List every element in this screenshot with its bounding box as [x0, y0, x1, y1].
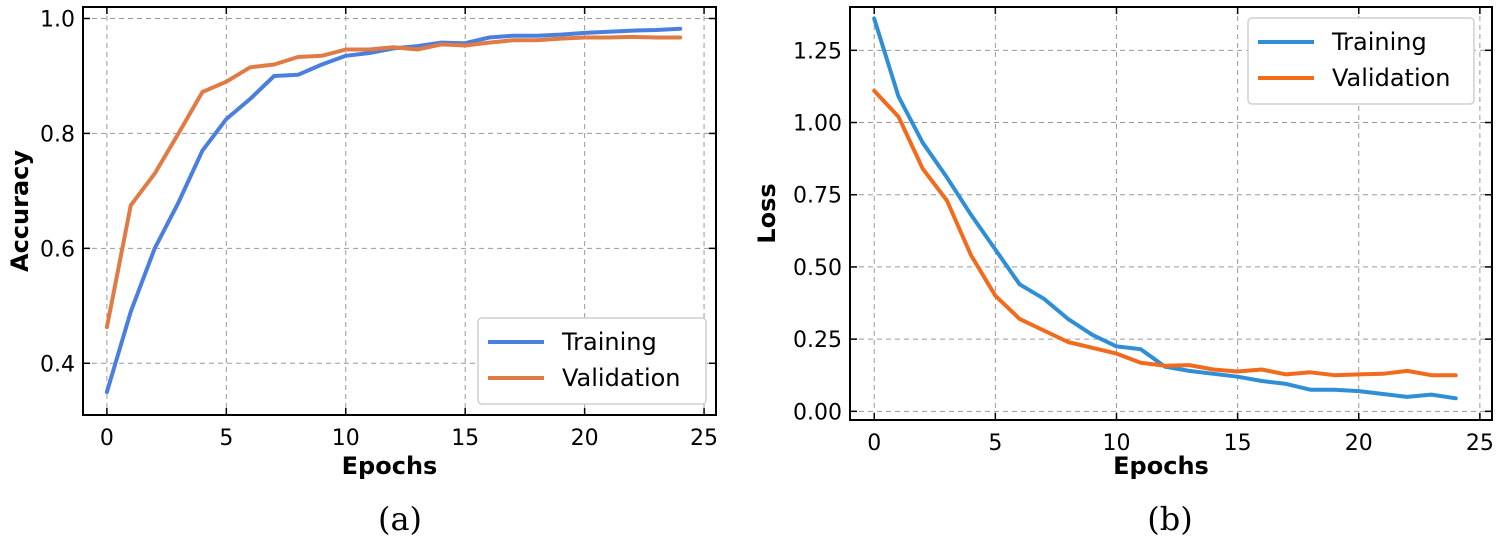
legend-box: [477, 317, 707, 405]
x-tick-label: 20: [571, 426, 599, 451]
x-tick-label: 5: [219, 426, 233, 451]
x-tick-label: 15: [451, 426, 479, 451]
y-tick-label: 1.00: [793, 112, 842, 137]
x-tick-label: 5: [988, 431, 1002, 456]
x-axis-label: Epochs: [342, 452, 438, 480]
x-tick-label: 15: [1224, 431, 1252, 456]
panel-caption: (a): [378, 500, 422, 538]
legend-label-training: Training: [561, 328, 657, 356]
loss-validation-line: [872, 88, 1458, 378]
accuracy-chart-panel: 0 5 10 15 20 25 0.4 0.6 0.8 1.0 Epochs Accuracy Trai…: [6, 6, 718, 538]
legend-label-validation: Validation: [1332, 64, 1451, 92]
loss-chart-panel: 0 5 10 15 20 25 0.00 0.25 0.50 0.75 1.00 1.25 Epochs…: [753, 6, 1494, 538]
y-tick-label: 1.25: [793, 39, 842, 64]
x-tick-label: 10: [332, 426, 360, 451]
x-tick-label: 10: [1102, 431, 1130, 456]
y-tick-label: 0.75: [793, 184, 842, 209]
y-tick-label: 0.8: [40, 122, 75, 147]
panel-caption: (b): [1147, 500, 1192, 538]
y-tick-label: 1.0: [40, 7, 75, 32]
x-tick-label: 0: [867, 431, 881, 456]
x-tick-label: 0: [100, 426, 114, 451]
x-tick-label: 25: [1466, 431, 1494, 456]
plot-frame: [849, 6, 1493, 421]
x-axis-label: Epochs: [1113, 452, 1209, 480]
legend-box: [1247, 17, 1475, 105]
y-axis-label: Loss: [753, 183, 781, 243]
legend-label-validation: Validation: [562, 364, 681, 392]
y-tick-label: 0.25: [793, 328, 842, 353]
legend-label-training: Training: [1331, 28, 1427, 56]
y-tick-label: 0.4: [40, 352, 75, 377]
x-tick-label: 20: [1345, 431, 1373, 456]
y-tick-label: 0.00: [793, 400, 842, 425]
plot-frame: [82, 6, 717, 416]
y-tick-label: 0.6: [40, 237, 75, 262]
y-tick-label: 0.50: [793, 256, 842, 281]
accuracy-validation-line: [104, 34, 683, 330]
y-axis-label: Accuracy: [6, 150, 34, 272]
x-tick-label: 25: [690, 426, 718, 451]
